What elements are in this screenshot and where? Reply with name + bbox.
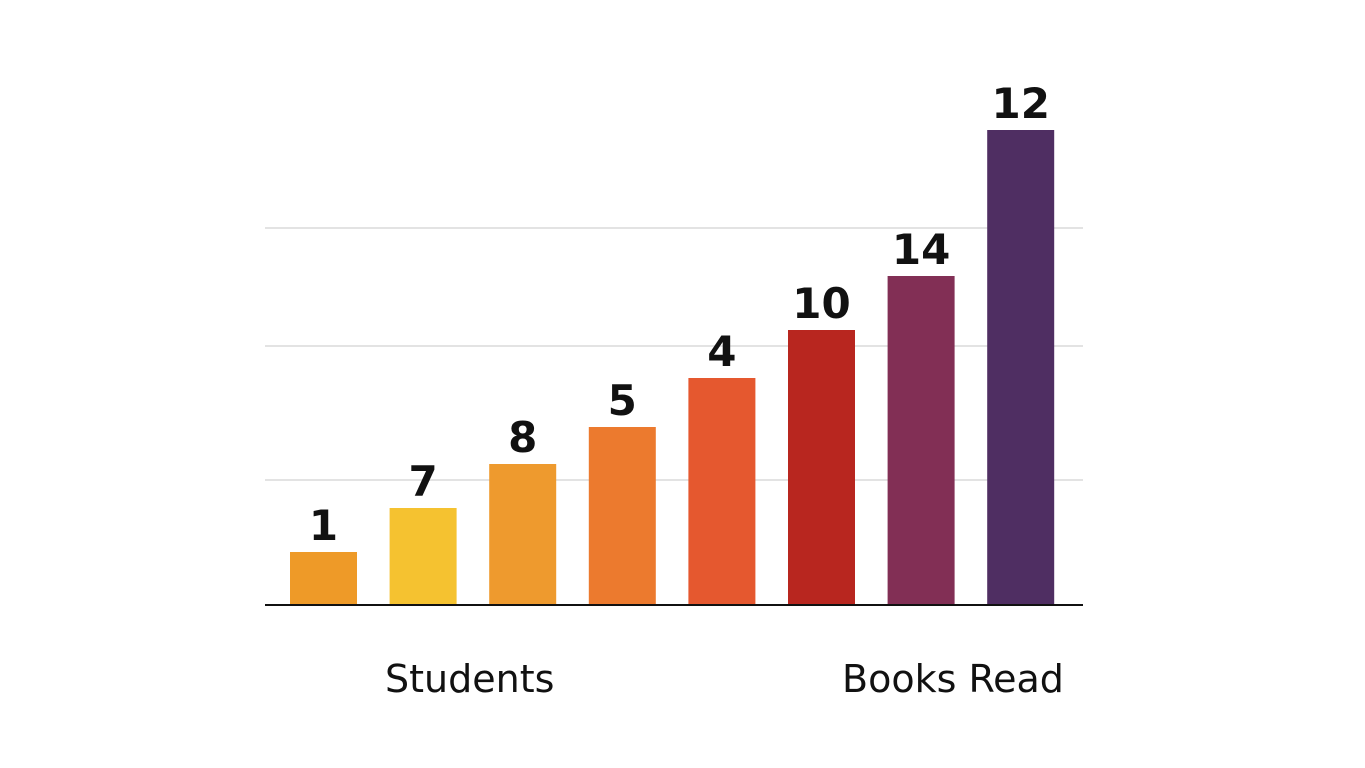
data-labels: 1 7 8 5 4 10 14 12 xyxy=(309,79,1050,550)
bar-value-label: 8 xyxy=(508,413,537,462)
bar xyxy=(290,552,357,605)
bar-value-label: 7 xyxy=(408,457,437,506)
bar-value-label: 14 xyxy=(892,225,950,274)
bar-value-label: 1 xyxy=(309,501,338,550)
bar xyxy=(688,378,756,605)
bar-value-label: 5 xyxy=(608,376,637,425)
bar-value-label: 10 xyxy=(792,279,850,328)
gridlines xyxy=(265,227,1083,481)
bar xyxy=(489,464,557,605)
bar xyxy=(987,130,1055,605)
students-caption: Students xyxy=(385,657,554,701)
bar xyxy=(887,276,955,605)
bar xyxy=(389,508,457,605)
bar-value-label: 4 xyxy=(707,327,736,376)
bar xyxy=(788,330,855,605)
bar-value-label: 12 xyxy=(991,79,1049,128)
bar xyxy=(588,427,656,605)
books-read-caption: Books Read xyxy=(842,657,1064,701)
bars xyxy=(290,130,1055,605)
